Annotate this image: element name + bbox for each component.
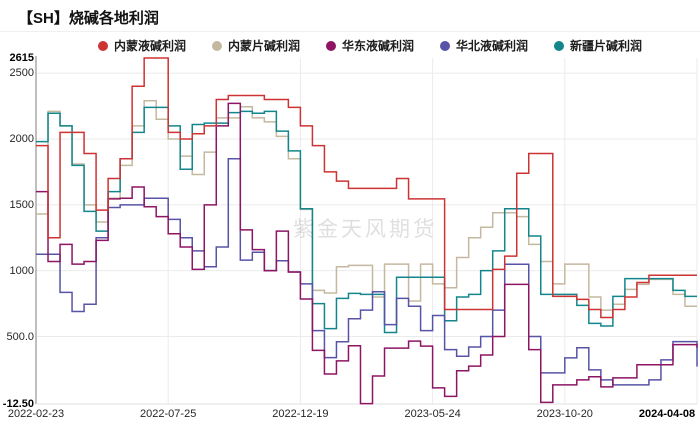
y-tick-label: 2615 <box>9 52 34 64</box>
series-line-0 <box>36 57 697 319</box>
legend-item: 内蒙液碱利润 <box>97 37 186 54</box>
legend-dot-icon <box>97 40 108 51</box>
y-tick-label: 500.0 <box>6 330 34 343</box>
x-tick-label: 2024-04-08 <box>638 408 696 420</box>
legend-label: 新疆片碱利润 <box>570 39 643 53</box>
legend-label: 内蒙片碱利润 <box>227 39 300 53</box>
legend-dot-icon <box>554 40 565 51</box>
legend-label: 内蒙液碱利润 <box>113 39 186 53</box>
legend-dot-icon <box>325 40 336 51</box>
x-tick-label: 2022-02-23 <box>7 408 65 420</box>
y-tick-label: 1500 <box>9 198 34 211</box>
title-divider <box>0 31 700 32</box>
y-tick-label: 2500 <box>9 67 34 80</box>
legend-label: 华北液碱利润 <box>456 39 529 53</box>
legend-dot-icon <box>211 40 222 51</box>
x-tick-label: 2022-12-19 <box>272 408 329 420</box>
legend-item: 华东液碱利润 <box>325 37 414 54</box>
legend-dot-icon <box>440 40 450 51</box>
x-tick-label: 2022-07-25 <box>140 408 197 420</box>
series-line-3 <box>36 157 698 386</box>
x-tick-label: 2023-10-20 <box>536 408 593 420</box>
legend: 内蒙液碱利润 内蒙片碱利润 华东液碱利润 华北液碱利润 新疆片碱利润 <box>40 37 700 54</box>
legend-item: 华北液碱利润 <box>440 37 528 54</box>
series-line-2 <box>36 102 698 405</box>
y-tick-label: 2000 <box>9 132 34 145</box>
legend-item: 新疆片碱利润 <box>554 37 642 54</box>
y-tick-label: 1000 <box>9 264 34 277</box>
x-tick-label: 2023-05-24 <box>404 408 461 420</box>
legend-item: 内蒙片碱利润 <box>211 37 300 54</box>
chart-title: 【SH】烧碱各地利润 <box>18 10 159 27</box>
legend-label: 华东液碱利润 <box>341 39 414 53</box>
series-line-4 <box>36 106 697 334</box>
y-tick-label: -12.50 <box>2 398 34 410</box>
